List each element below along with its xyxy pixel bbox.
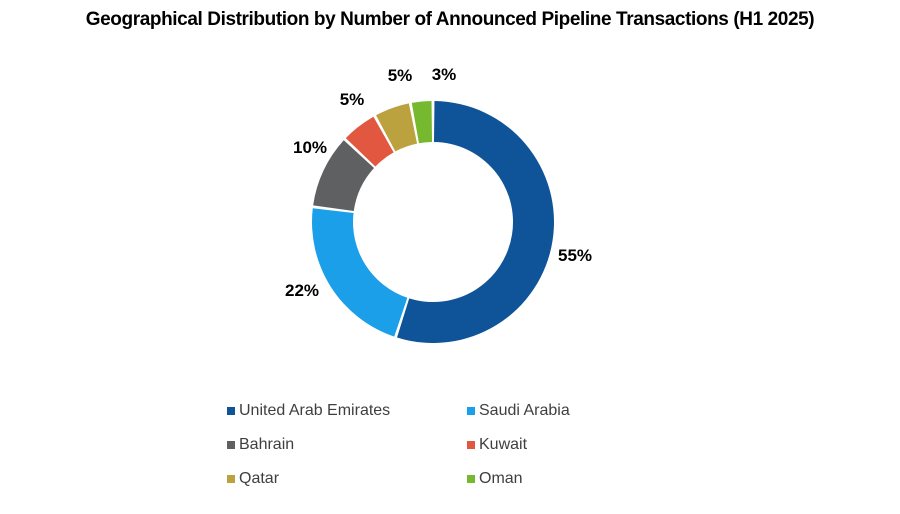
donut-chart	[312, 101, 554, 344]
chart-title: Geographical Distribution by Number of A…	[85, 9, 815, 30]
slice-percentage-label-qatar: 5%	[387, 66, 413, 85]
legend-item-kuwait: Kuwait	[467, 428, 707, 462]
legend-label: Saudi Arabia	[479, 402, 570, 419]
legend-color-swatch-icon	[467, 475, 475, 483]
slice-percentage-label-bahrain: 10%	[292, 138, 328, 157]
donut-slice-saudi-arabia	[312, 208, 408, 337]
donut-slice-kuwait	[345, 116, 394, 167]
legend-item-qatar: Qatar	[227, 462, 467, 496]
legend-item-bahrain: Bahrain	[227, 428, 467, 462]
slice-percentage-label-oman: 3%	[431, 65, 457, 84]
legend-item-united-arab-emirates: United Arab Emirates	[227, 394, 467, 428]
slice-percentage-label-saudi-arabia: 22%	[284, 281, 320, 300]
legend-label: Kuwait	[479, 436, 528, 453]
legend-color-swatch-icon	[227, 407, 235, 415]
legend-label: United Arab Emirates	[239, 402, 391, 419]
donut-slice-oman	[411, 101, 433, 144]
donut-slice-bahrain	[313, 140, 375, 211]
chart-legend: United Arab Emirates Saudi Arabia Bahrain K…	[227, 394, 707, 496]
donut-slice-qatar	[376, 103, 418, 152]
legend-color-swatch-icon	[227, 441, 235, 449]
legend-color-swatch-icon	[227, 475, 235, 483]
legend-color-swatch-icon	[467, 441, 475, 449]
legend-color-swatch-icon	[467, 407, 475, 415]
legend-label: Qatar	[239, 470, 280, 487]
legend-item-oman: Oman	[467, 462, 707, 496]
slice-percentage-label-united-arab-emirates: 55%	[557, 246, 593, 265]
legend-label: Bahrain	[239, 436, 295, 453]
legend-item-saudi-arabia: Saudi Arabia	[467, 394, 707, 428]
legend-label: Oman	[479, 470, 523, 487]
donut-slice-united-arab-emirates	[397, 101, 554, 344]
slice-percentage-label-kuwait: 5%	[339, 90, 365, 109]
